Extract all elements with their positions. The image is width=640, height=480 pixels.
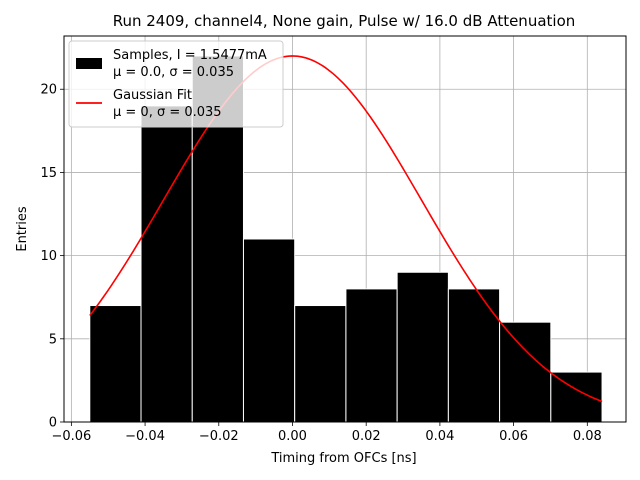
y-tick-label: 20 (40, 83, 57, 98)
y-axis-label: Entries (15, 206, 30, 252)
legend-label-fit: Gaussian Fit (113, 88, 192, 103)
histogram-bar (345, 288, 398, 423)
histogram-bar (499, 321, 552, 423)
gaussian-fit (89, 55, 603, 403)
histogram-bar (89, 305, 142, 423)
chart-title: Run 2409, channel4, None gain, Pulse w/ … (113, 12, 576, 30)
legend-stats-fit: μ = 0, σ = 0.035 (113, 105, 222, 120)
y-tick-label: 15 (40, 166, 57, 181)
y-tick-label: 0 (49, 416, 57, 431)
legend: Samples, I = 1.5477mA μ = 0.0, σ = 0.035… (68, 40, 284, 128)
x-tick-label: 0.08 (573, 429, 602, 444)
x-tick-label: 0.04 (425, 429, 454, 444)
x-axis-label: Timing from OFCs [ns] (270, 451, 416, 466)
x-tick-label: 0.00 (278, 429, 307, 444)
x-axis-ticks: −0.06 −0.04 −0.02 0.00 0.02 0.04 0.06 0.08 (51, 422, 602, 444)
histogram-bar (396, 271, 449, 423)
x-tick-label: −0.02 (199, 429, 239, 444)
x-tick-label: −0.06 (51, 429, 91, 444)
histogram-bar (447, 288, 501, 423)
legend-box (68, 40, 284, 128)
x-tick-label: 0.06 (499, 429, 528, 444)
histogram-bar (140, 105, 193, 423)
legend-stats-samples: μ = 0.0, σ = 0.035 (113, 65, 234, 80)
legend-swatch-samples (76, 58, 102, 69)
fit-curve (89, 55, 603, 403)
x-tick-label: −0.04 (125, 429, 165, 444)
y-axis-ticks: 0 5 10 15 20 (40, 83, 64, 431)
plot-frame (63, 35, 627, 423)
legend-label-samples: Samples, I = 1.5477mA (113, 48, 267, 63)
histogram-bar (294, 305, 347, 423)
y-tick-label: 5 (49, 332, 57, 347)
y-tick-label: 10 (40, 249, 57, 264)
histogram-bar (550, 371, 603, 423)
x-tick-label: 0.02 (352, 429, 381, 444)
histogram-bar (242, 238, 296, 423)
